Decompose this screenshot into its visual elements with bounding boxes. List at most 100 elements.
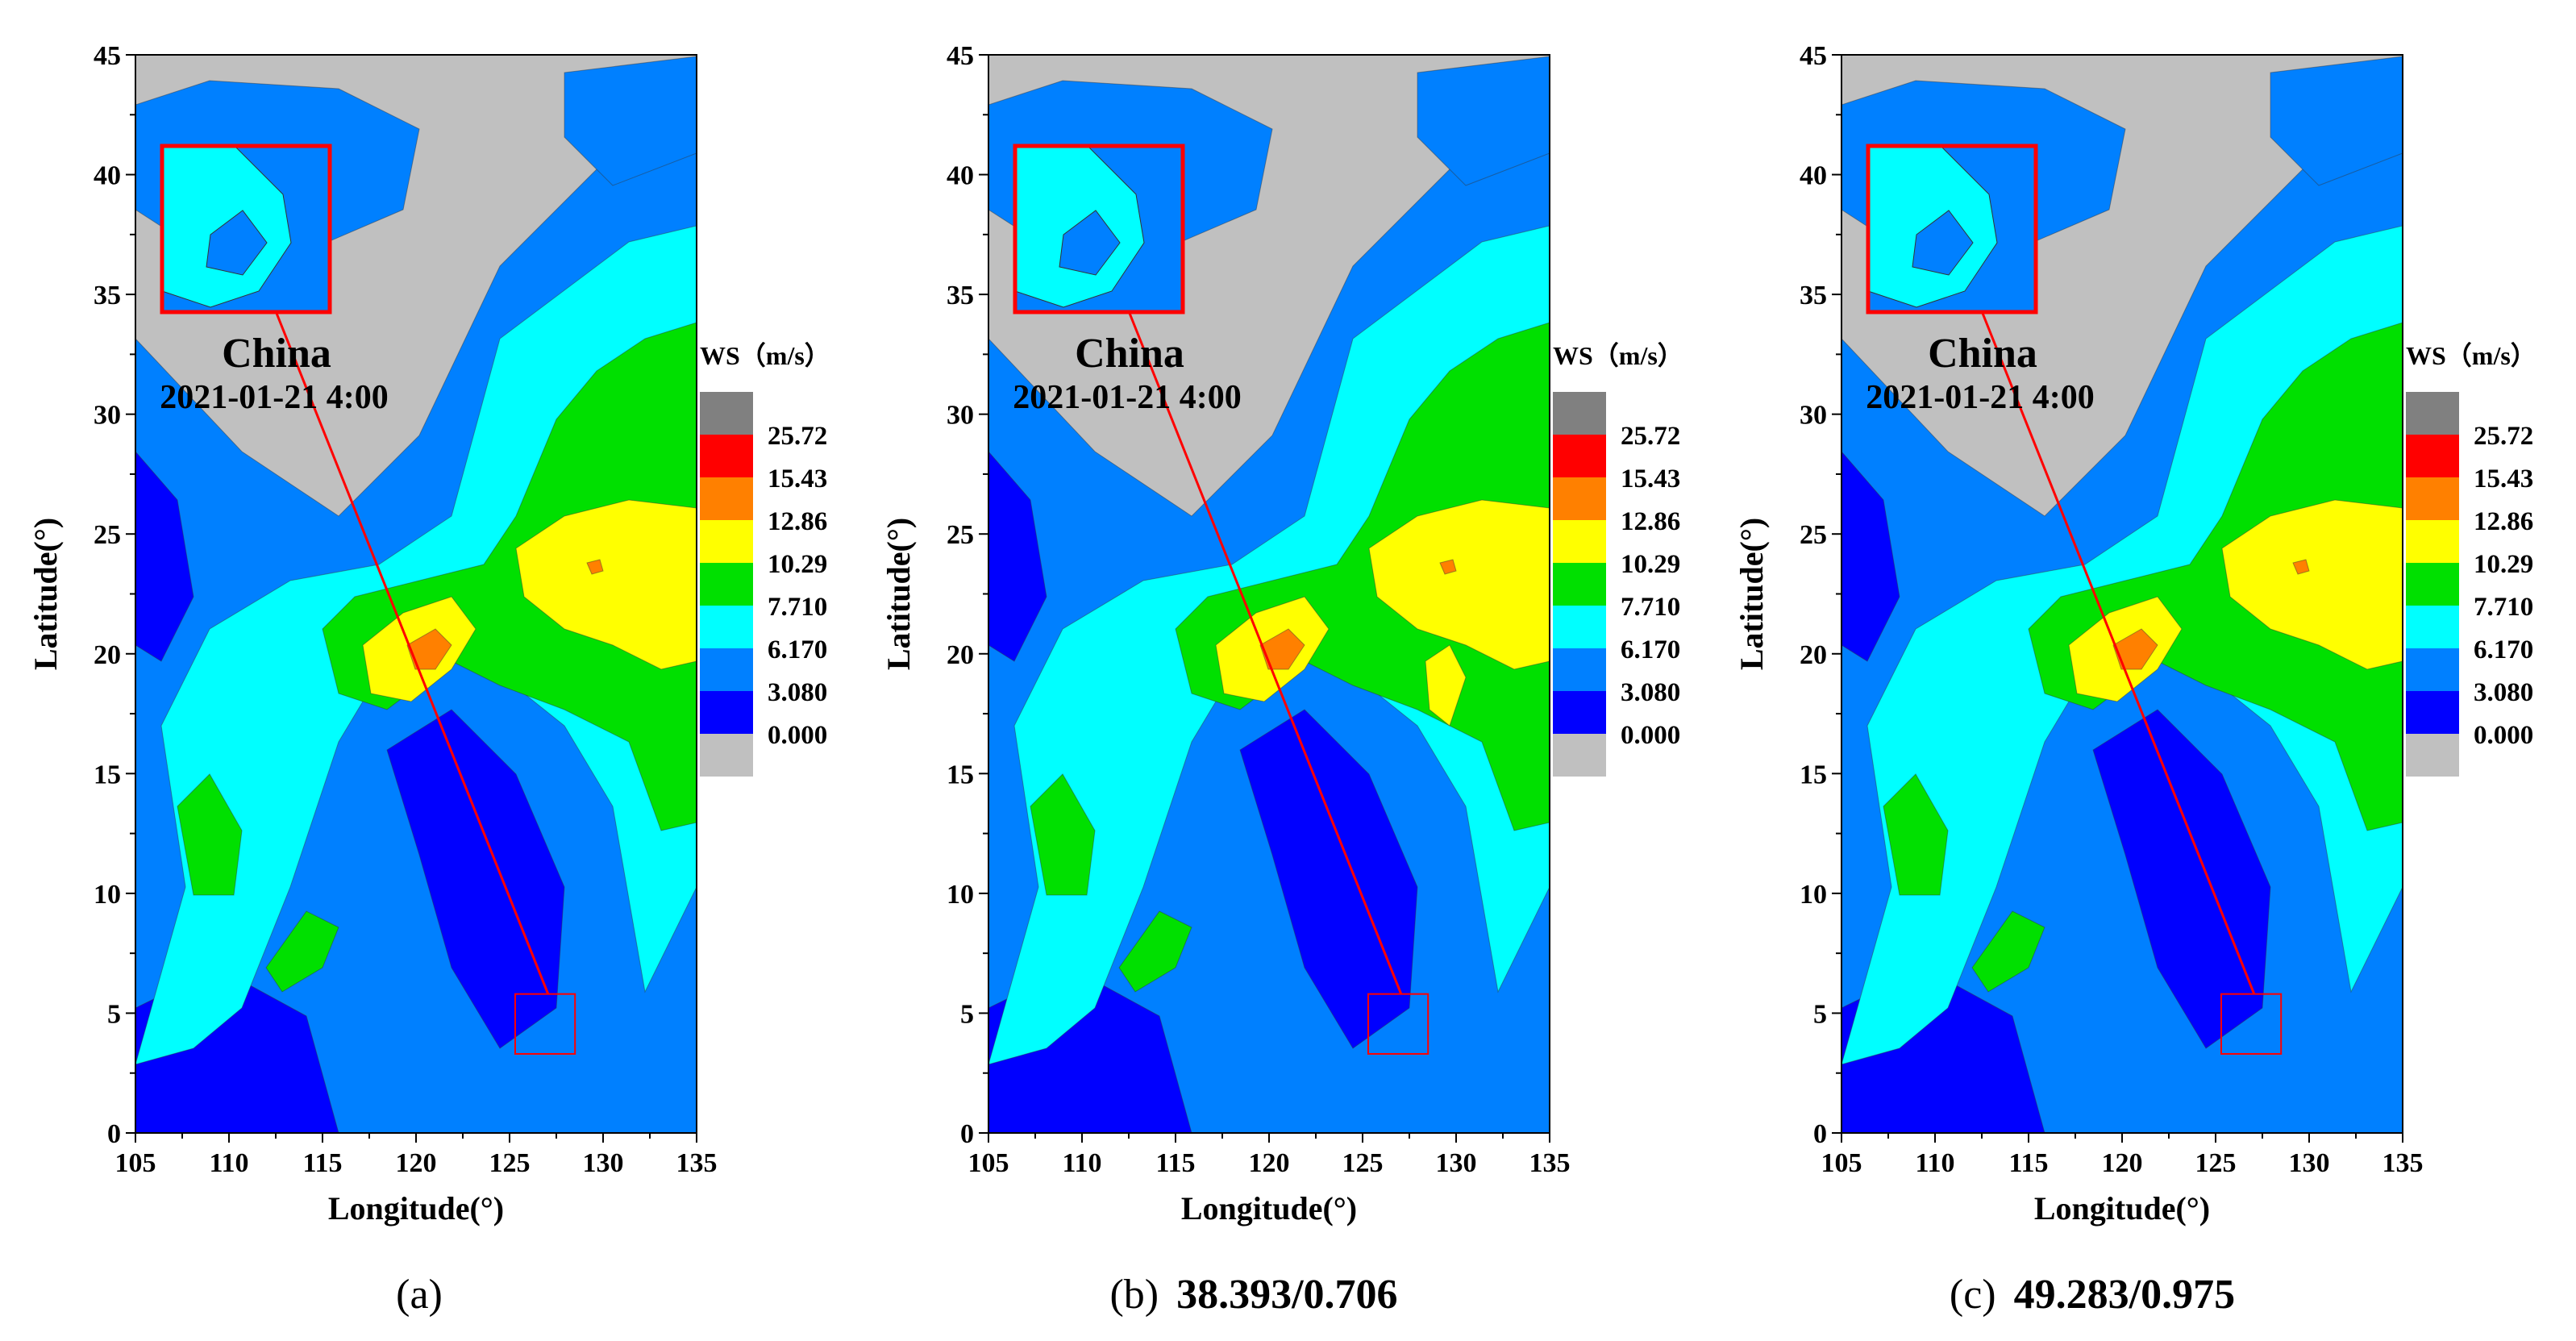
legend-swatch [700, 563, 753, 606]
y-tick-label: 10 [947, 880, 974, 910]
color-legend: WS（m/s） 25.72 15.43 12.86 10.29 7.710 6.170 3.0… [700, 341, 830, 777]
wind-speed-contour-region [2292, 559, 2310, 575]
y-tick-label: 45 [1800, 41, 1827, 71]
legend-title: WS（m/s） [700, 341, 830, 370]
wind-speed-contour-region [515, 499, 697, 670]
y-tick-label: 15 [947, 760, 974, 789]
y-tick-label: 25 [94, 520, 121, 550]
legend-level-label: 12.86 [2474, 507, 2533, 536]
legend-level-label: 0.000 [2474, 721, 2533, 750]
x-tick-label: 125 [2195, 1148, 2237, 1178]
y-tick-label: 40 [947, 161, 974, 191]
legend-level-label: 0.000 [768, 721, 827, 750]
x-tick-label: 110 [209, 1148, 248, 1178]
wind-speed-contour-region [135, 451, 194, 662]
x-tick-label: 120 [1249, 1148, 1290, 1178]
y-tick-label: 20 [947, 640, 974, 670]
legend-swatch [700, 477, 753, 520]
x-tick-label: 115 [1155, 1148, 1195, 1178]
y-tick-label: 15 [1800, 760, 1827, 789]
legend-swatch [700, 691, 753, 734]
wind-speed-contour-region [2112, 628, 2158, 670]
legend-swatch [2406, 563, 2459, 606]
region-label: China [1075, 331, 1184, 377]
panel-caption: (c) 49.283/0.975 [1950, 1272, 2235, 1318]
wind-speed-contour-region [1239, 709, 1418, 1049]
y-tick-label: 5 [1813, 999, 1827, 1029]
wind-speed-contour-region [1883, 773, 1949, 896]
legend-swatch [700, 520, 753, 563]
legend-swatch [2406, 477, 2459, 520]
wind-speed-contour-region [1118, 910, 1192, 993]
legend-level-label: 25.72 [2474, 422, 2533, 451]
datetime-label: 2021-01-21 4:00 [1866, 379, 2094, 416]
wind-speed-contour-region [1368, 499, 1550, 670]
x-tick-label: 125 [489, 1148, 531, 1178]
wind-speed-contour-region [1439, 559, 1457, 575]
legend-level-label: 7.710 [1621, 593, 1680, 622]
y-tick-label: 0 [107, 1119, 121, 1149]
color-legend: WS（m/s） 25.72 15.43 12.86 10.29 7.710 6.170 3.0… [1553, 341, 1683, 777]
x-tick-label: 120 [396, 1148, 437, 1178]
legend-swatch [1553, 734, 1606, 777]
legend-level-label: 15.43 [1621, 464, 1680, 494]
legend-level-label: 7.710 [2474, 593, 2533, 622]
wind-speed-contour-region [177, 773, 243, 896]
legend-swatch [700, 648, 753, 691]
legend-swatch [2406, 435, 2459, 477]
x-tick-label: 115 [2008, 1148, 2048, 1178]
y-tick-label: 15 [94, 760, 121, 789]
datetime-label: 2021-01-21 4:00 [160, 379, 388, 416]
y-tick-label: 45 [94, 41, 121, 71]
zoom-region-box [514, 993, 576, 1055]
wind-speed-contour-region [2221, 499, 2403, 670]
panel-caption: (a) [396, 1272, 443, 1318]
x-tick-label: 125 [1342, 1148, 1384, 1178]
legend-level-label: 12.86 [1621, 507, 1680, 536]
legend-level-label: 6.170 [1621, 635, 1680, 664]
y-tick-label: 0 [960, 1119, 974, 1149]
legend-swatch [1553, 606, 1606, 648]
legend-swatch [1553, 435, 1606, 477]
legend-swatch [2406, 606, 2459, 648]
legend-swatch [700, 734, 753, 777]
legend-level-label: 10.29 [2474, 550, 2533, 579]
legend-level-label: 25.72 [1621, 422, 1680, 451]
legend-swatch [1553, 648, 1606, 691]
x-tick-label: 130 [583, 1148, 624, 1178]
x-tick-label: 120 [2102, 1148, 2143, 1178]
wind-speed-contour-region [2092, 709, 2271, 1049]
legend-level-label: 6.170 [2474, 635, 2533, 664]
legend-level-label: 3.080 [1621, 678, 1680, 707]
legend-title: WS（m/s） [1553, 341, 1683, 370]
x-tick-label: 105 [115, 1148, 156, 1178]
y-tick-label: 20 [1800, 640, 1827, 670]
wind-speed-contour-region [386, 709, 565, 1049]
legend-level-label: 6.170 [768, 635, 827, 664]
legend-level-label: 10.29 [1621, 550, 1680, 579]
y-tick-label: 45 [947, 41, 974, 71]
legend-level-label: 3.080 [768, 678, 827, 707]
wind-speed-contour-region [1030, 773, 1096, 896]
y-tick-label: 20 [94, 640, 121, 670]
legend-swatch [2406, 691, 2459, 734]
legend-swatch [2406, 734, 2459, 777]
x-axis-title: Longitude(°) [1181, 1190, 1357, 1226]
x-tick-label: 115 [302, 1148, 342, 1178]
y-tick-label: 40 [1800, 161, 1827, 191]
zoom-inset [1013, 144, 1185, 314]
x-tick-label: 110 [1915, 1148, 1954, 1178]
y-axis-title: Latitude(°) [1733, 518, 1770, 670]
wind-speed-contour-region [1425, 644, 1467, 727]
y-tick-label: 10 [1800, 880, 1827, 910]
legend-swatch [1553, 691, 1606, 734]
x-tick-label: 110 [1062, 1148, 1101, 1178]
legend-swatch [1553, 563, 1606, 606]
region-label: China [1928, 331, 2037, 377]
y-axis-title: Latitude(°) [880, 518, 917, 670]
legend-swatch [1553, 477, 1606, 520]
zoom-inset [160, 144, 332, 314]
wind-speed-contour-region [988, 451, 1047, 662]
